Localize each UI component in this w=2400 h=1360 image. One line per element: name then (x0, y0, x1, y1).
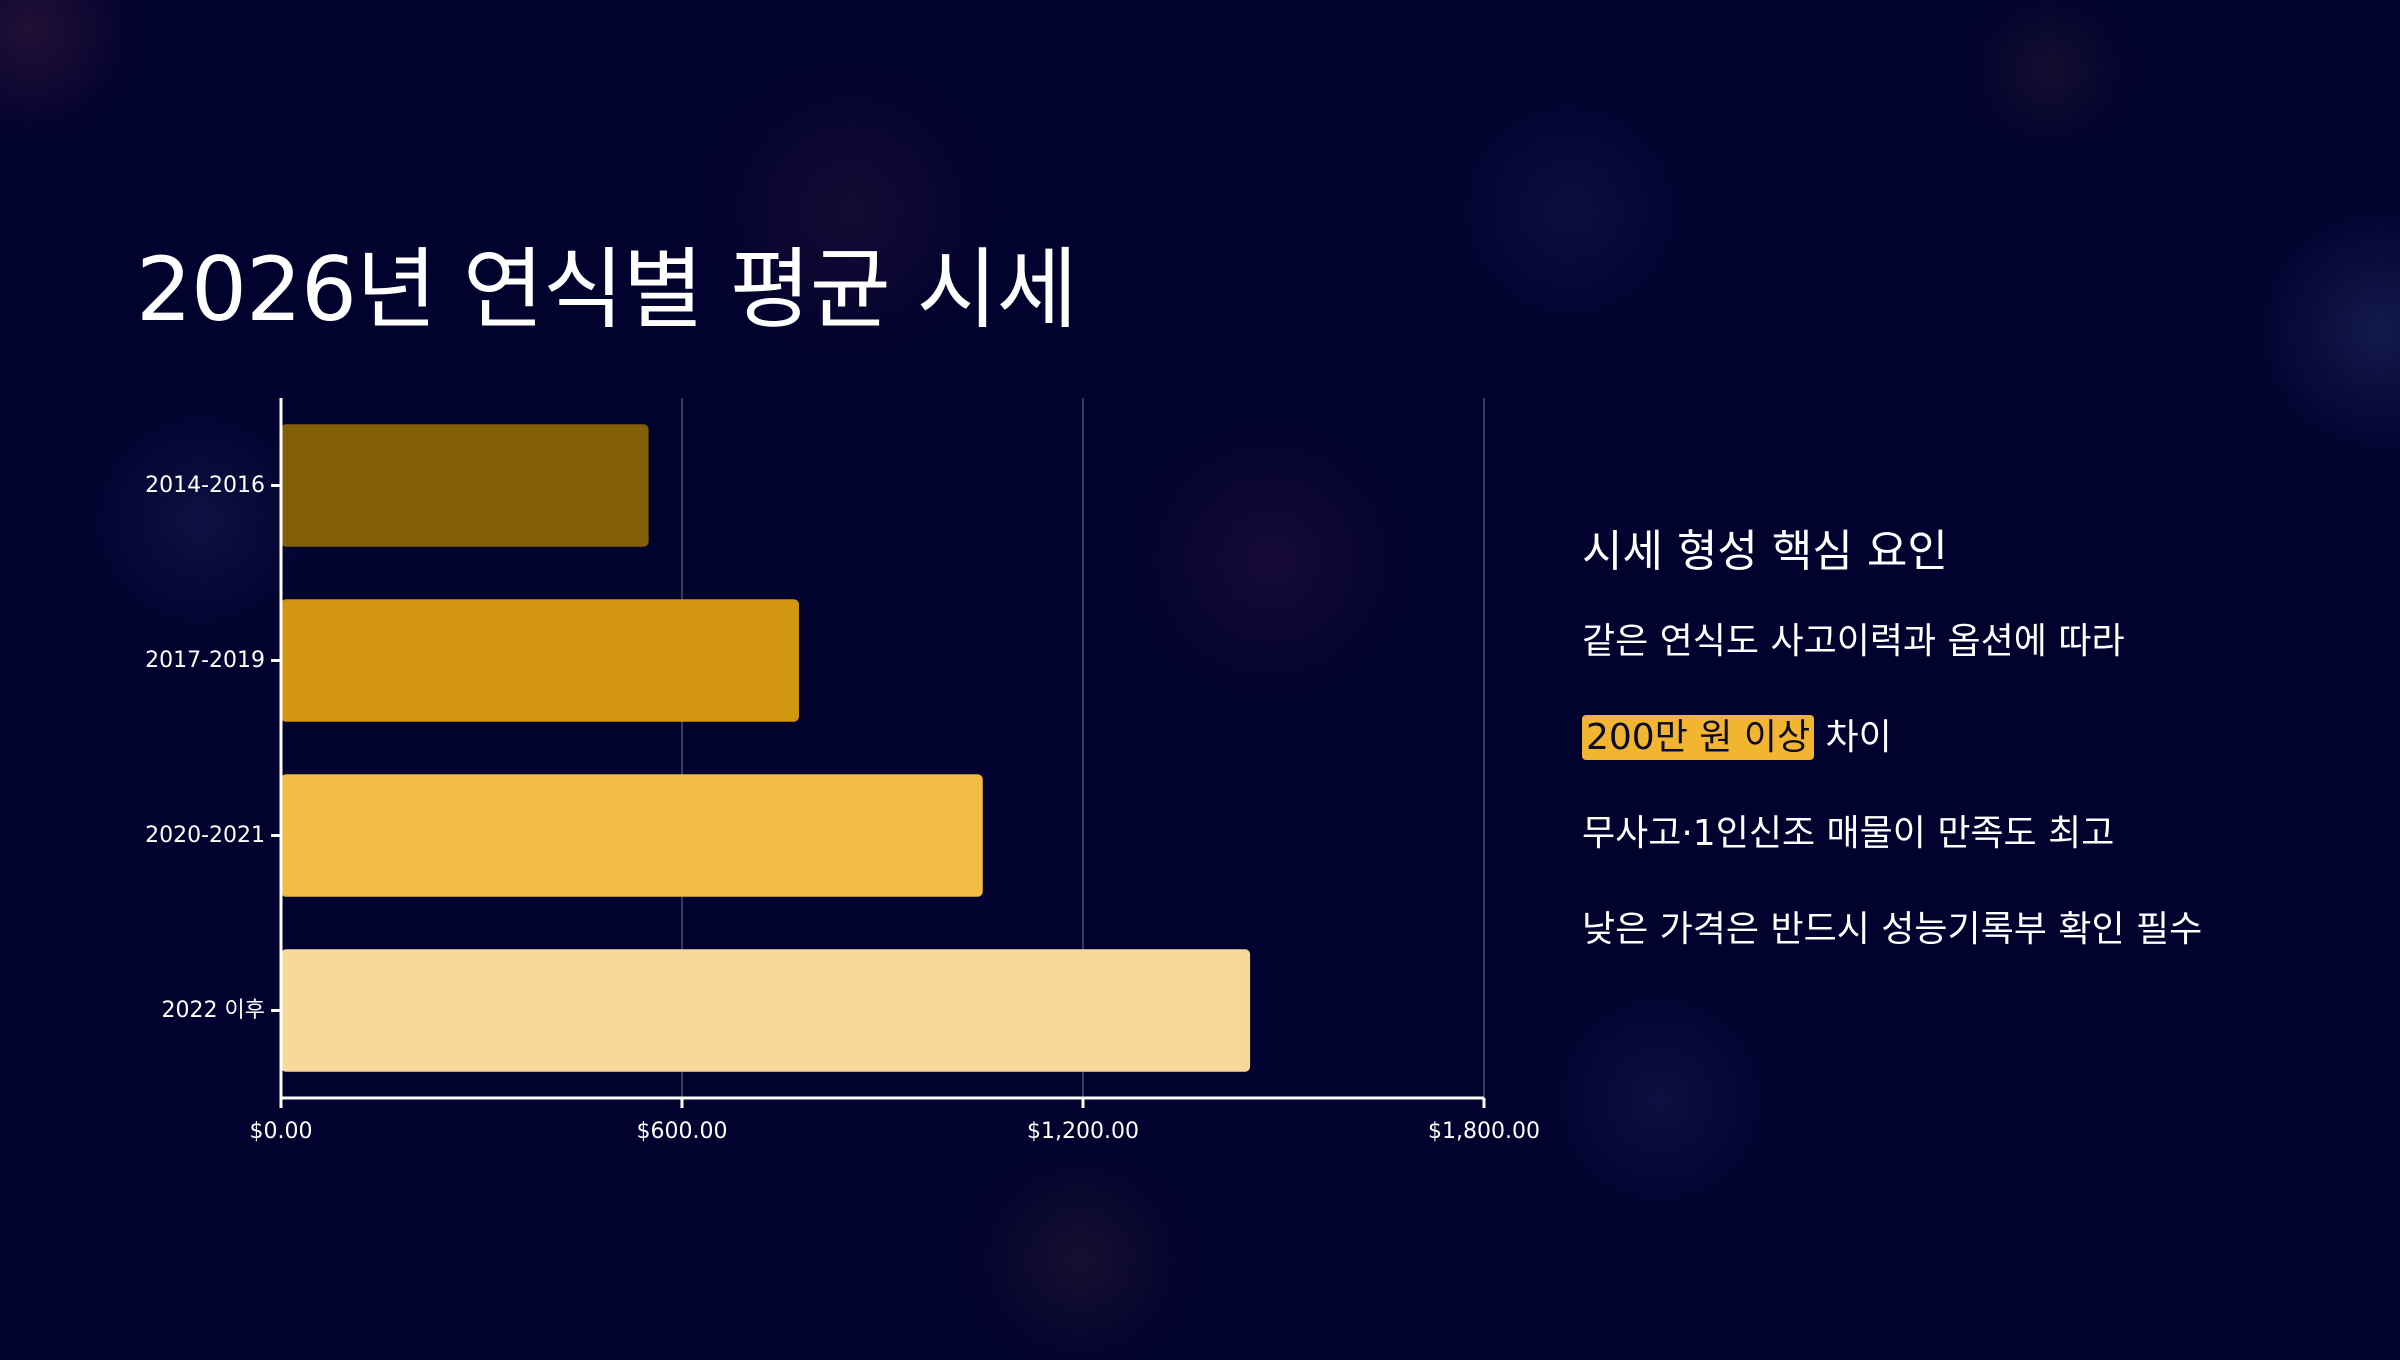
bar-3 (281, 949, 1251, 1072)
y-tick-label: 2022 이후 (162, 998, 265, 1023)
y-tick-label: 2017-2019 (145, 648, 265, 673)
y-tick-label: 2014-2016 (145, 473, 265, 498)
bar-1 (281, 599, 799, 722)
key-factors-panel: 시세 형성 핵심 요인 같은 연식도 사고이력과 옵션에 따라 200만 원 이… (1582, 530, 2362, 1008)
factor-line-inspection: 낮은 가격은 반드시 성능기록부 확인 필수 (1582, 909, 2203, 950)
bar-layer (281, 424, 1251, 1072)
page-title: 2026년 연식별 평균 시세 (136, 237, 1078, 341)
x-tick-label: $1,800.00 (1428, 1119, 1540, 1144)
y-tick-label: 2020-2021 (145, 823, 265, 848)
price-gap-rest: 차이 (1814, 717, 1892, 758)
x-tick-label: $600.00 (637, 1119, 728, 1144)
x-tick-label: $1,200.00 (1027, 1119, 1139, 1144)
factor-line-options: 같은 연식도 사고이력과 옵션에 따라 (1582, 621, 2125, 662)
factor-line-price-gap: 200만 원 이상 차이 (1582, 715, 2362, 766)
axis-layer (271, 398, 1486, 1108)
x-tick-label: $0.00 (250, 1119, 313, 1144)
key-factors-heading: 시세 형성 핵심 요인 (1582, 526, 1948, 577)
bar-2 (281, 774, 983, 897)
label-layer: 2014-2016 2017-2019 2020-2021 2022 이후 $0.00 $… (145, 473, 1540, 1144)
factor-line-satisfaction: 무사고·1인신조 매물이 만족도 최고 (1582, 813, 2115, 854)
bar-0 (281, 424, 649, 547)
price-gap-highlight: 200만 원 이상 (1582, 715, 1815, 760)
